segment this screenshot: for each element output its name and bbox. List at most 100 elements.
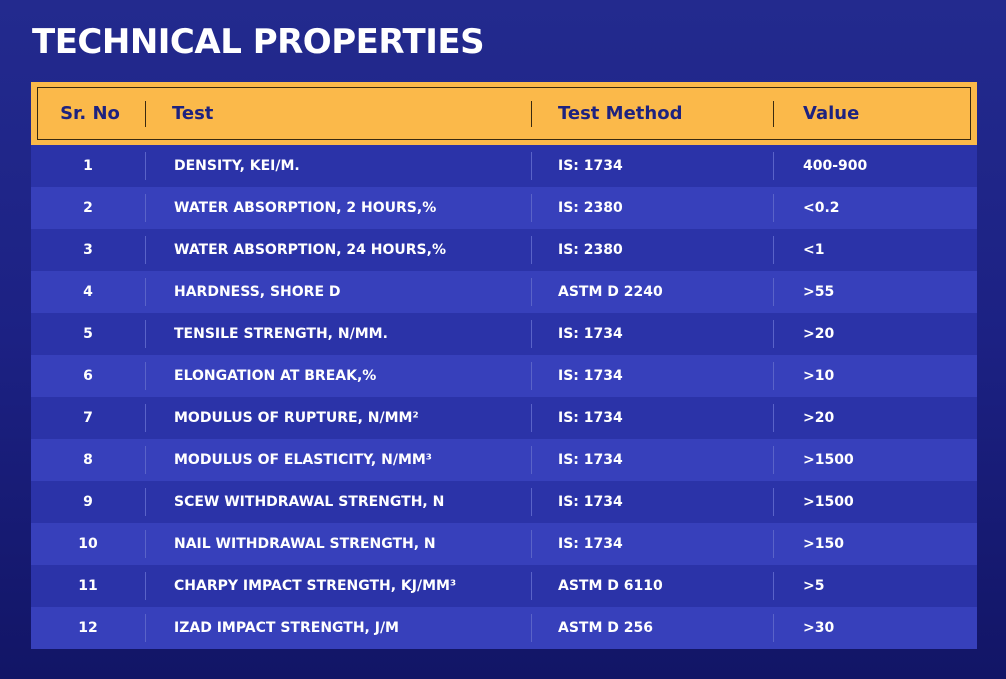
column-divider — [531, 194, 532, 222]
test-cell: HARDNESS, SHORE D — [174, 284, 341, 300]
value-cell: >55 — [803, 284, 835, 300]
sr-no-cell: 11 — [78, 578, 98, 594]
sr-no-cell: 4 — [83, 284, 93, 300]
column-divider — [773, 488, 774, 516]
sr-no-cell: 2 — [83, 200, 93, 216]
column-divider — [773, 278, 774, 306]
test-cell: DENSITY, KEI/M. — [174, 158, 300, 174]
header-divider — [773, 101, 774, 127]
test-cell: CHARPY IMPACT STRENGTH, KJ/MM³ — [174, 578, 457, 594]
value-cell: >20 — [803, 326, 835, 342]
column-divider — [531, 278, 532, 306]
column-divider — [145, 614, 146, 642]
header-test: Test — [172, 103, 214, 124]
table-row: 8 MODULUS OF ELASTICITY, N/MM³ IS: 1734 >15… — [31, 439, 977, 481]
column-divider — [531, 152, 532, 180]
test-cell: ELONGATION AT BREAK,% — [174, 368, 377, 384]
column-divider — [531, 530, 532, 558]
header-divider — [145, 101, 146, 127]
column-divider — [531, 446, 532, 474]
table-row: 1 DENSITY, KEI/M. IS: 1734 400-900 — [31, 145, 977, 187]
test-method-cell: ASTM D 2240 — [558, 284, 663, 300]
sr-no-cell: 5 — [83, 326, 93, 342]
column-divider — [145, 278, 146, 306]
test-method-cell: ASTM D 256 — [558, 620, 653, 636]
column-divider — [145, 488, 146, 516]
column-divider — [145, 152, 146, 180]
sr-no-cell: 8 — [83, 452, 93, 468]
column-divider — [531, 320, 532, 348]
test-cell: WATER ABSORPTION, 24 HOURS,% — [174, 242, 446, 258]
table-body: 1 DENSITY, KEI/M. IS: 1734 400-900 2 WATER AB… — [31, 145, 977, 649]
value-cell: >20 — [803, 410, 835, 426]
column-divider — [773, 362, 774, 390]
table-row: 4 HARDNESS, SHORE D ASTM D 2240 >55 — [31, 271, 977, 313]
column-divider — [773, 530, 774, 558]
column-divider — [773, 320, 774, 348]
properties-table: Sr. No Test Test Method Value 1 DENSITY, … — [31, 82, 977, 649]
test-cell: MODULUS OF RUPTURE, N/MM² — [174, 410, 419, 426]
value-cell: >1500 — [803, 452, 854, 468]
page-title: TECHNICAL PROPERTIES — [32, 22, 485, 62]
value-cell: >30 — [803, 620, 835, 636]
column-divider — [145, 320, 146, 348]
test-method-cell: IS: 1734 — [558, 410, 623, 426]
table-row: 6 ELONGATION AT BREAK,% IS: 1734 >10 — [31, 355, 977, 397]
test-method-cell: IS: 1734 — [558, 368, 623, 384]
column-divider — [531, 572, 532, 600]
test-method-cell: IS: 1734 — [558, 494, 623, 510]
table-header: Sr. No Test Test Method Value — [31, 82, 977, 145]
test-cell: SCEW WITHDRAWAL STRENGTH, N — [174, 494, 445, 510]
value-cell: >150 — [803, 536, 844, 552]
test-cell: IZAD IMPACT STRENGTH, J/M — [174, 620, 399, 636]
header-test-method: Test Method — [558, 103, 683, 124]
column-divider — [773, 572, 774, 600]
column-divider — [773, 152, 774, 180]
test-method-cell: IS: 1734 — [558, 326, 623, 342]
table-row: 12 IZAD IMPACT STRENGTH, J/M ASTM D 256 >30 — [31, 607, 977, 649]
sr-no-cell: 7 — [83, 410, 93, 426]
sr-no-cell: 10 — [78, 536, 98, 552]
sr-no-cell: 9 — [83, 494, 93, 510]
header-divider — [531, 101, 532, 127]
column-divider — [531, 614, 532, 642]
table-row: 9 SCEW WITHDRAWAL STRENGTH, N IS: 1734 >150… — [31, 481, 977, 523]
column-divider — [773, 446, 774, 474]
test-method-cell: IS: 1734 — [558, 158, 623, 174]
column-divider — [773, 404, 774, 432]
column-divider — [145, 236, 146, 264]
table-row: 5 TENSILE STRENGTH, N/MM. IS: 1734 >20 — [31, 313, 977, 355]
column-divider — [773, 614, 774, 642]
header-value: Value — [803, 103, 860, 124]
column-divider — [531, 236, 532, 264]
header-sr-no: Sr. No — [60, 103, 120, 124]
column-divider — [145, 404, 146, 432]
column-divider — [145, 530, 146, 558]
table-row: 11 CHARPY IMPACT STRENGTH, KJ/MM³ ASTM D 6… — [31, 565, 977, 607]
column-divider — [145, 362, 146, 390]
value-cell: <1 — [803, 242, 825, 258]
test-method-cell: IS: 1734 — [558, 536, 623, 552]
column-divider — [531, 488, 532, 516]
header-border — [37, 87, 971, 140]
test-method-cell: IS: 2380 — [558, 200, 623, 216]
column-divider — [145, 572, 146, 600]
test-method-cell: ASTM D 6110 — [558, 578, 663, 594]
table-row: 10 NAIL WITHDRAWAL STRENGTH, N IS: 1734 >15… — [31, 523, 977, 565]
value-cell: >10 — [803, 368, 835, 384]
column-divider — [773, 194, 774, 222]
sr-no-cell: 1 — [83, 158, 93, 174]
value-cell: <0.2 — [803, 200, 840, 216]
test-cell: NAIL WITHDRAWAL STRENGTH, N — [174, 536, 436, 552]
column-divider — [145, 446, 146, 474]
test-cell: TENSILE STRENGTH, N/MM. — [174, 326, 388, 342]
column-divider — [531, 362, 532, 390]
value-cell: >5 — [803, 578, 825, 594]
table-row: 7 MODULUS OF RUPTURE, N/MM² IS: 1734 >20 — [31, 397, 977, 439]
column-divider — [773, 236, 774, 264]
table-row: 3 WATER ABSORPTION, 24 HOURS,% IS: 2380 <1 — [31, 229, 977, 271]
column-divider — [531, 404, 532, 432]
test-cell: WATER ABSORPTION, 2 HOURS,% — [174, 200, 437, 216]
table-row: 2 WATER ABSORPTION, 2 HOURS,% IS: 2380 <0.2 — [31, 187, 977, 229]
test-method-cell: IS: 2380 — [558, 242, 623, 258]
